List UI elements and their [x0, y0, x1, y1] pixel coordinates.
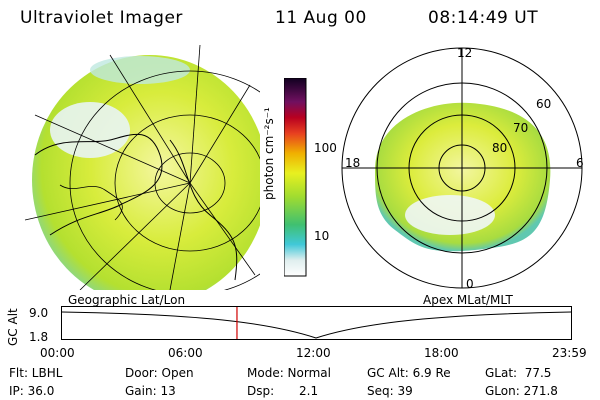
geo-coastline	[169, 139, 238, 281]
time-tick-label: 23:59	[552, 346, 587, 360]
mlt-label-dusk: 18	[345, 156, 361, 170]
polar-dim-patch	[405, 195, 495, 235]
geo-grid	[24, 45, 260, 290]
geographic-image	[24, 45, 260, 290]
colorbar-unit-label: photon cm⁻²s⁻¹	[262, 107, 276, 200]
ip-info: IP: 36.0	[9, 384, 55, 398]
geo-coastline	[34, 133, 163, 236]
time-tick-label: 00:00	[40, 346, 75, 360]
colorbar-gradient	[284, 78, 307, 277]
geographic-plot-title: Geographic Lat/Lon	[68, 293, 186, 307]
date-label: 11 Aug 00	[275, 8, 367, 28]
geo-coastline	[59, 184, 123, 221]
colorbar	[284, 78, 307, 277]
altitude-tick-label: 1.8	[29, 330, 49, 344]
door-info: Door: Open	[125, 366, 194, 380]
geo-edge-patch	[90, 56, 190, 84]
gc-alt-info: GC Alt: 6.9 Re	[367, 366, 451, 380]
altitude-strip-frame	[61, 306, 572, 340]
geo-dim-patch	[50, 102, 130, 158]
seq-info: Seq: 39	[367, 384, 413, 398]
gain-info: Gain: 13	[125, 384, 176, 398]
time-tick-label: 12:00	[296, 346, 331, 360]
mode-info: Mode: Normal	[247, 366, 331, 380]
dsp-info-value: 2.1	[299, 384, 319, 398]
mlt-label-dawn: 6	[576, 156, 584, 170]
dsp-info-label: Dsp:	[247, 384, 275, 398]
altitude-tick-label: 9.0	[29, 306, 49, 320]
altitude-axis-label: GC Alt	[6, 308, 20, 346]
altitude-strip-plot	[61, 306, 572, 340]
mlat-label-60: 60	[536, 97, 552, 111]
mlt-label-noon: 12	[457, 46, 473, 60]
instrument-title: Ultraviolet Imager	[20, 8, 183, 28]
altitude-curve	[61, 311, 572, 339]
glat-info: GLat: 77.5	[485, 366, 552, 380]
mlat-label-70: 70	[513, 121, 529, 135]
geo-emission-disc	[32, 55, 260, 290]
polar-grid	[341, 47, 583, 289]
filter-info: Flt: LBHL	[9, 366, 63, 380]
polar-plot	[341, 47, 583, 289]
time-tick-label: 18:00	[424, 346, 459, 360]
mlat-label-80: 80	[492, 141, 508, 155]
polar-plot-title: Apex MLat/MLT	[423, 293, 513, 307]
time-label: 08:14:49 UT	[428, 8, 539, 28]
time-tick-label: 06:00	[168, 346, 203, 360]
mlt-label-midnight: 0	[466, 277, 474, 291]
colorbar-tick-label: 10	[314, 229, 330, 243]
glon-info: GLon: 271.8	[485, 384, 558, 398]
colorbar-tick-label: 100	[314, 141, 337, 155]
